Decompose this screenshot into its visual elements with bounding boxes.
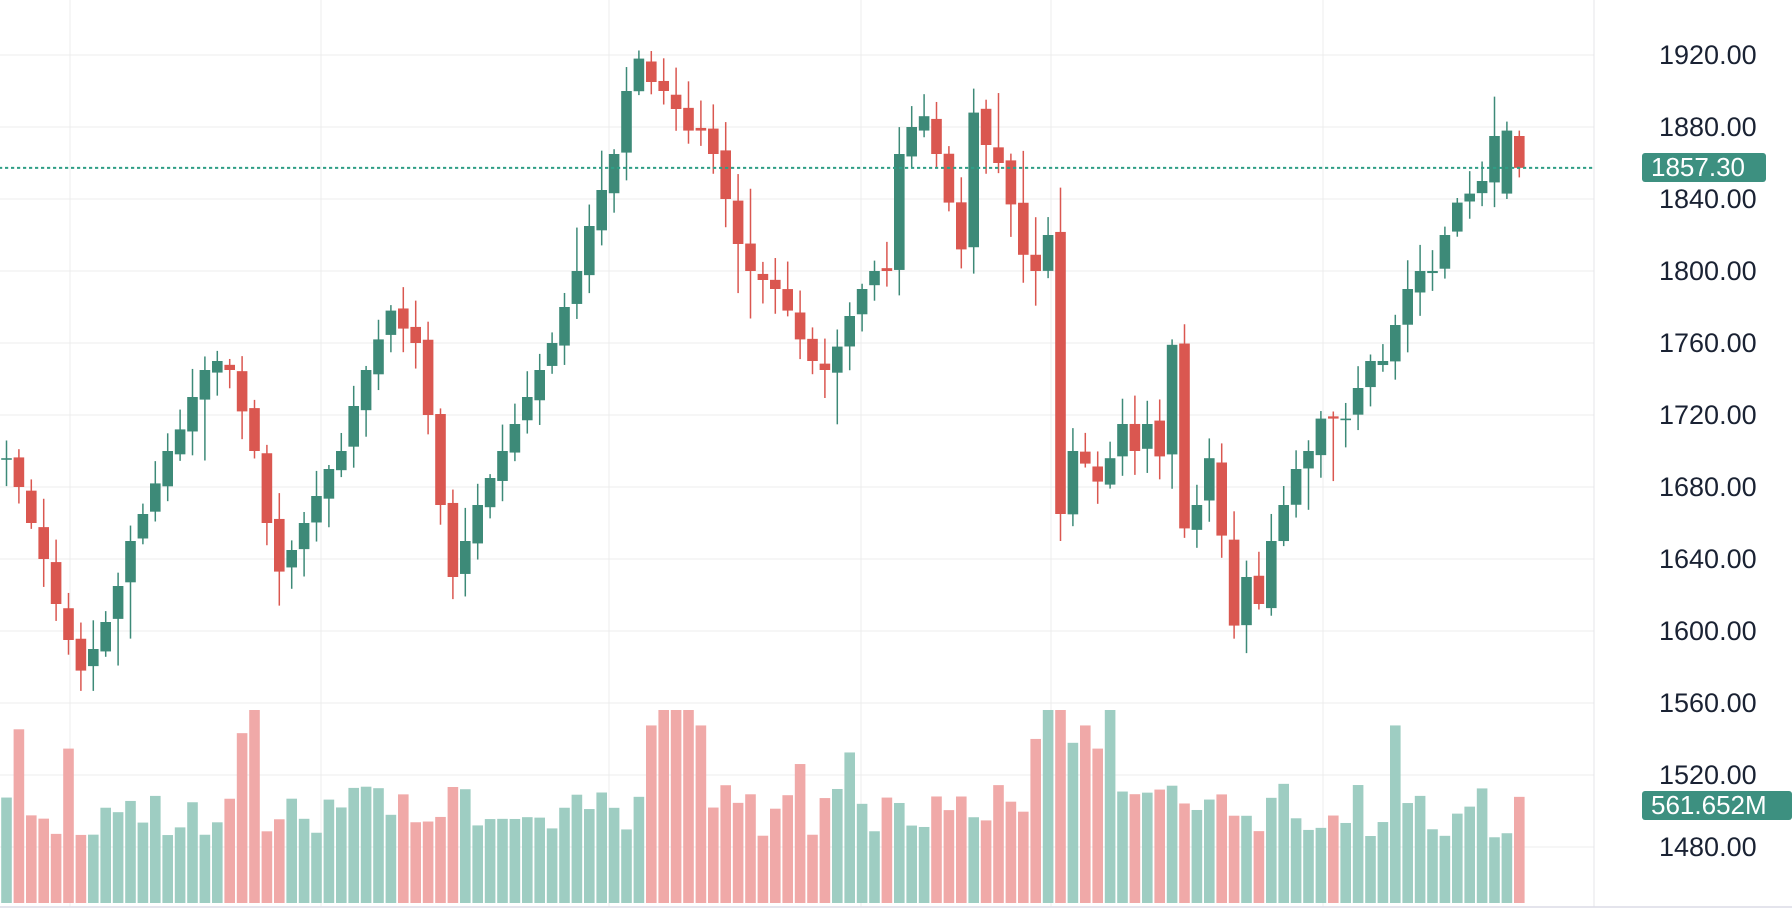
svg-text:1920.00: 1920.00 <box>1659 40 1757 70</box>
svg-text:1720.00: 1720.00 <box>1659 400 1757 430</box>
svg-text:1560.00: 1560.00 <box>1659 688 1757 718</box>
svg-text:1520.00: 1520.00 <box>1659 760 1757 790</box>
svg-text:1600.00: 1600.00 <box>1659 616 1757 646</box>
svg-text:1840.00: 1840.00 <box>1659 184 1757 214</box>
svg-text:1480.00: 1480.00 <box>1659 832 1757 862</box>
svg-text:1880.00: 1880.00 <box>1659 112 1757 142</box>
svg-text:1760.00: 1760.00 <box>1659 328 1757 358</box>
svg-text:1680.00: 1680.00 <box>1659 472 1757 502</box>
svg-text:1640.00: 1640.00 <box>1659 544 1757 574</box>
svg-text:1800.00: 1800.00 <box>1659 256 1757 286</box>
